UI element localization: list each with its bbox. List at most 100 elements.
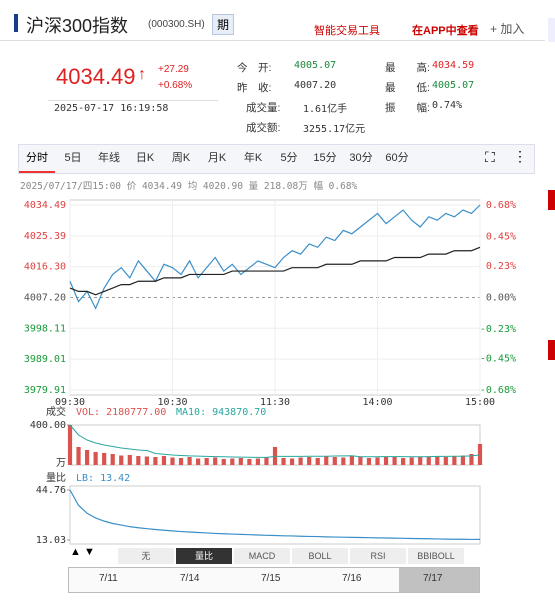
volume-bar — [84, 450, 90, 465]
volume-bar — [332, 457, 337, 465]
y-tick-label: 3998.11 — [24, 323, 66, 334]
volume-bar — [102, 453, 107, 465]
quote-time: 2025-07-17 16:19:58 — [54, 103, 169, 114]
y2-tick-label: -0.45% — [480, 354, 516, 365]
y-tick-label: 4016.30 — [24, 262, 66, 273]
indicator-tab[interactable]: RSI — [350, 548, 406, 564]
menu-icon[interactable]: ⋮ — [513, 148, 527, 164]
indicator-tab[interactable]: BOLL — [292, 548, 348, 564]
volume-bar — [477, 444, 483, 465]
volume-bar — [110, 454, 115, 465]
scroll-arrows[interactable]: ▲ ▼ — [70, 546, 95, 558]
panel-label: MA10: 943870.70 — [176, 407, 266, 418]
volume-bar — [375, 457, 380, 465]
volume-bar — [264, 457, 269, 465]
volume-bar — [196, 458, 201, 465]
volume-bar — [161, 456, 167, 465]
x-tick-label: 10:30 — [157, 397, 187, 408]
tab[interactable]: 60分 — [385, 152, 409, 164]
date-label: 7/16 — [342, 573, 362, 584]
nav-window[interactable] — [399, 568, 479, 592]
date-label: 7/11 — [99, 573, 118, 584]
volume-bar — [452, 456, 457, 465]
indicator-tab[interactable]: BBIBOLL — [408, 548, 464, 564]
volume-bar — [315, 458, 320, 465]
stat-value: 0.74% — [432, 100, 463, 111]
change: +27.29 — [158, 64, 189, 75]
tab[interactable]: 周K — [171, 152, 191, 164]
y-tick-label: 44.76 — [36, 485, 66, 496]
stat-label: 成交量: — [246, 102, 281, 114]
tab[interactable]: 月K — [207, 152, 227, 164]
add-button[interactable]: + 加入 — [490, 22, 525, 36]
series-line — [69, 246, 481, 296]
tab[interactable]: 分时 — [19, 145, 55, 173]
volume-bar — [426, 456, 431, 465]
volume-bar — [418, 457, 423, 465]
volume-bar — [238, 458, 243, 465]
tab-bar: 分时 5日 年线 日K 周K 月K 年K 5分 15分 30分 60分 ⛶ ⋮ — [18, 144, 535, 174]
divider — [48, 100, 218, 101]
volume-bar — [435, 456, 440, 465]
series-line — [69, 424, 481, 458]
stat-label: 振 幅: — [385, 102, 430, 114]
x-tick-label: 09:30 — [55, 397, 85, 408]
stat-value: 1.61亿手 — [303, 104, 348, 115]
stat-value: 3255.17亿元 — [303, 124, 366, 135]
fullscreen-icon[interactable]: ⛶ — [485, 149, 495, 165]
up-arrow: ↑ — [138, 66, 146, 83]
y-tick-label: 4034.49 — [24, 200, 66, 211]
futures-badge[interactable]: 期 — [212, 14, 235, 35]
volume-bar — [409, 457, 414, 465]
volume-bar — [401, 458, 406, 465]
volume-bar — [469, 454, 474, 465]
y-tick-label: 400.00 — [30, 420, 66, 431]
tab[interactable]: 5分 — [280, 152, 298, 164]
divider — [0, 40, 545, 41]
tab[interactable]: 日K — [135, 152, 155, 164]
tool-link[interactable]: 智能交易工具 — [314, 25, 380, 37]
x-tick-label: 11:30 — [260, 397, 290, 408]
volume-bar — [67, 425, 73, 465]
volume-bar — [178, 458, 184, 465]
tab[interactable]: 5日 — [64, 152, 82, 164]
stat-value: 4005.07 — [294, 60, 337, 71]
y2-tick-label: 0.23% — [486, 261, 516, 272]
tab[interactable]: 30分 — [349, 152, 373, 164]
app-link[interactable]: 在APP中查看 — [412, 25, 479, 37]
volume-bar — [153, 457, 158, 465]
price: 4034.49 — [56, 64, 136, 89]
volume-bar — [289, 458, 295, 465]
volume-bar — [383, 456, 389, 465]
volume-bar — [76, 447, 81, 465]
stat-value: 4005.07 — [432, 80, 475, 91]
volume-bar — [366, 458, 372, 465]
y-tick-label: 3989.01 — [24, 354, 66, 365]
tab[interactable]: 15分 — [313, 152, 337, 164]
add-text: 加入 — [500, 22, 525, 36]
stat-label: 昨 收: — [237, 82, 272, 94]
code: (000300.SH) — [148, 19, 205, 30]
indicator-tab[interactable]: 量比 — [176, 548, 232, 564]
tab[interactable]: 年K — [243, 152, 263, 164]
tab[interactable]: 年线 — [98, 152, 120, 164]
change-pct: +0.68% — [158, 80, 193, 91]
indicator-tab[interactable]: 无 — [118, 548, 174, 564]
series-line — [69, 204, 481, 310]
x-tick-label: 15:00 — [465, 397, 495, 408]
y-tick-label: 4007.20 — [24, 293, 66, 304]
volume-bar — [358, 457, 363, 465]
title: 沪深300指数 — [26, 16, 129, 36]
y-tick-label: 3979.91 — [24, 385, 66, 396]
volume-bar — [136, 456, 141, 465]
volume-bar — [213, 457, 218, 465]
volume-bar — [255, 458, 261, 465]
volume-bar — [230, 458, 235, 465]
volume-bar — [349, 456, 354, 465]
indicator-tab[interactable]: MACD — [234, 548, 290, 564]
volume-bar — [341, 457, 346, 465]
volume-bar — [392, 457, 397, 465]
side-block — [548, 190, 555, 210]
